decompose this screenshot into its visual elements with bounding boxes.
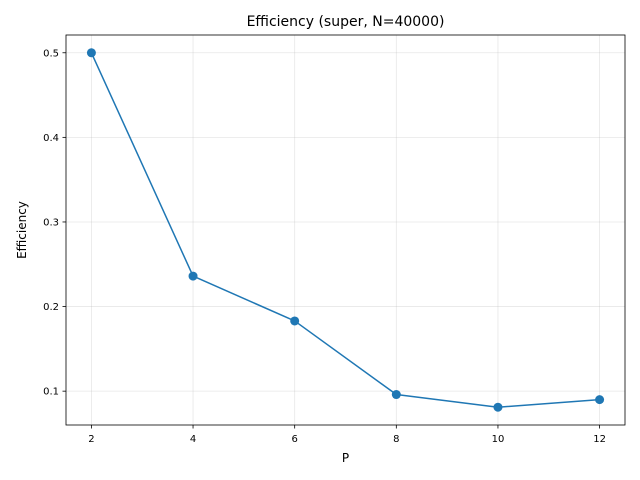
chart-title: Efficiency (super, N=40000) bbox=[247, 14, 445, 30]
y-axis-label: Efficiency bbox=[15, 201, 29, 259]
x-tick-label: 2 bbox=[88, 434, 94, 445]
data-point-10 bbox=[493, 402, 503, 412]
plot-area-background bbox=[66, 35, 625, 425]
data-point-6 bbox=[290, 316, 300, 326]
data-point-12 bbox=[595, 395, 605, 405]
y-tick-label: 0.5 bbox=[43, 48, 59, 59]
series-line-0 bbox=[90, 52, 600, 408]
x-tick-label: 6 bbox=[291, 434, 297, 445]
axis-ticks: 2 4 6 8 10 12 0.1 0.2 0.3 0.4 0.5 bbox=[43, 48, 606, 445]
grid-lines bbox=[66, 35, 625, 425]
y-tick-label: 0.2 bbox=[43, 302, 59, 313]
y-tick-label: 0.1 bbox=[43, 387, 59, 398]
x-tick-label: 10 bbox=[492, 434, 505, 445]
x-tick-label: 8 bbox=[393, 434, 399, 445]
x-tick-label: 4 bbox=[190, 434, 196, 445]
y-tick-label: 0.3 bbox=[43, 217, 59, 228]
series-layer bbox=[86, 48, 605, 412]
y-tick-label: 0.4 bbox=[43, 133, 59, 144]
data-point-4 bbox=[188, 271, 198, 281]
plot-frame bbox=[65, 34, 626, 426]
x-tick-label: 12 bbox=[593, 434, 606, 445]
data-point-2 bbox=[86, 48, 96, 58]
x-axis-label: P bbox=[342, 451, 349, 465]
data-point-8 bbox=[391, 390, 401, 400]
